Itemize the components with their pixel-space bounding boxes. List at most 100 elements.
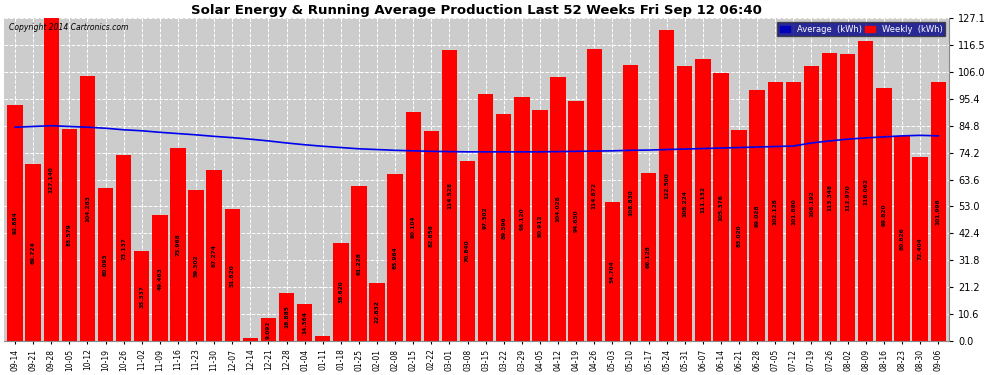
Bar bbox=[713, 74, 729, 341]
Text: 114.528: 114.528 bbox=[446, 182, 452, 209]
Title: Solar Energy & Running Average Production Last 52 Weeks Fri Sep 12 06:40: Solar Energy & Running Average Productio… bbox=[191, 4, 762, 17]
Text: 90.104: 90.104 bbox=[411, 215, 416, 238]
Text: 92.884: 92.884 bbox=[13, 212, 18, 234]
Text: 82.856: 82.856 bbox=[429, 224, 434, 247]
Bar bbox=[98, 188, 113, 341]
Bar bbox=[80, 76, 95, 341]
Text: 94.650: 94.650 bbox=[573, 210, 579, 232]
Bar bbox=[170, 148, 186, 341]
Bar bbox=[623, 65, 639, 341]
Text: 60.093: 60.093 bbox=[103, 254, 108, 276]
Bar bbox=[334, 243, 348, 341]
Text: 122.500: 122.500 bbox=[664, 172, 669, 199]
Bar bbox=[44, 18, 59, 341]
Bar bbox=[822, 53, 838, 341]
Bar bbox=[568, 101, 584, 341]
Text: 54.704: 54.704 bbox=[610, 260, 615, 283]
Bar bbox=[659, 30, 674, 341]
Bar bbox=[188, 190, 204, 341]
Bar bbox=[225, 209, 240, 341]
Bar bbox=[858, 41, 873, 341]
Text: 114.872: 114.872 bbox=[592, 182, 597, 209]
Text: 75.968: 75.968 bbox=[175, 233, 180, 256]
Bar bbox=[749, 90, 765, 341]
Bar bbox=[695, 59, 711, 341]
Text: 97.302: 97.302 bbox=[483, 206, 488, 229]
Text: 9.092: 9.092 bbox=[266, 320, 271, 339]
Bar bbox=[605, 202, 620, 341]
Text: 73.137: 73.137 bbox=[121, 237, 126, 260]
Text: 38.620: 38.620 bbox=[339, 280, 344, 303]
Text: 22.832: 22.832 bbox=[374, 300, 379, 323]
Text: 102.128: 102.128 bbox=[773, 198, 778, 225]
Bar bbox=[406, 112, 421, 341]
Bar bbox=[279, 293, 294, 341]
Bar bbox=[840, 54, 855, 341]
Bar bbox=[460, 161, 475, 341]
Text: 49.463: 49.463 bbox=[157, 267, 162, 290]
Text: 89.596: 89.596 bbox=[501, 216, 506, 238]
Text: 18.885: 18.885 bbox=[284, 306, 289, 328]
Text: 72.404: 72.404 bbox=[918, 238, 923, 260]
Text: 70.840: 70.840 bbox=[465, 240, 470, 262]
Bar bbox=[786, 82, 801, 341]
Bar bbox=[533, 110, 547, 341]
Text: 83.020: 83.020 bbox=[737, 224, 742, 247]
Bar bbox=[134, 251, 149, 341]
Bar bbox=[732, 130, 746, 341]
Text: 90.912: 90.912 bbox=[538, 214, 543, 237]
Text: 69.724: 69.724 bbox=[31, 241, 36, 264]
Text: 66.128: 66.128 bbox=[646, 246, 651, 268]
Text: 99.820: 99.820 bbox=[881, 203, 886, 225]
Text: 61.228: 61.228 bbox=[356, 252, 361, 274]
Text: 96.120: 96.120 bbox=[520, 208, 525, 230]
Bar bbox=[913, 157, 928, 341]
Text: Copyright 2014 Cartronics.com: Copyright 2014 Cartronics.com bbox=[9, 23, 129, 32]
Text: 80.826: 80.826 bbox=[900, 227, 905, 250]
Bar bbox=[876, 88, 892, 341]
Bar bbox=[514, 97, 530, 341]
Text: 101.880: 101.880 bbox=[791, 198, 796, 225]
Text: 59.302: 59.302 bbox=[193, 254, 199, 277]
Text: 108.830: 108.830 bbox=[628, 189, 633, 216]
Bar bbox=[677, 66, 692, 341]
Text: 67.274: 67.274 bbox=[212, 244, 217, 267]
Bar bbox=[894, 136, 910, 341]
Text: 104.028: 104.028 bbox=[555, 195, 560, 222]
Bar bbox=[369, 283, 385, 341]
Bar bbox=[116, 155, 132, 341]
Bar bbox=[550, 77, 565, 341]
Bar bbox=[931, 82, 945, 341]
Bar bbox=[260, 318, 276, 341]
Bar bbox=[767, 82, 783, 341]
Text: 111.132: 111.132 bbox=[700, 186, 706, 213]
Text: 65.964: 65.964 bbox=[393, 246, 398, 268]
Bar bbox=[243, 338, 258, 341]
Text: 113.348: 113.348 bbox=[827, 184, 832, 211]
Bar bbox=[152, 215, 167, 341]
Bar bbox=[297, 304, 312, 341]
Bar bbox=[641, 173, 656, 341]
Bar bbox=[351, 186, 366, 341]
Bar bbox=[207, 170, 222, 341]
Text: 35.337: 35.337 bbox=[140, 285, 145, 308]
Bar bbox=[315, 336, 331, 341]
Text: 83.579: 83.579 bbox=[67, 224, 72, 246]
Bar bbox=[61, 129, 77, 341]
Bar bbox=[387, 174, 403, 341]
Bar bbox=[587, 50, 602, 341]
Bar bbox=[7, 105, 23, 341]
Text: 118.062: 118.062 bbox=[863, 178, 868, 204]
Text: 14.364: 14.364 bbox=[302, 311, 307, 334]
Text: 112.970: 112.970 bbox=[845, 184, 850, 211]
Text: 99.028: 99.028 bbox=[754, 204, 759, 226]
Text: 101.998: 101.998 bbox=[936, 198, 940, 225]
Text: 108.224: 108.224 bbox=[682, 190, 687, 217]
Bar bbox=[478, 94, 493, 341]
Text: 105.376: 105.376 bbox=[719, 194, 724, 220]
Text: 104.283: 104.283 bbox=[85, 195, 90, 222]
Bar bbox=[804, 66, 819, 341]
Text: 51.820: 51.820 bbox=[230, 264, 235, 286]
Bar bbox=[442, 50, 457, 341]
Bar bbox=[26, 164, 41, 341]
